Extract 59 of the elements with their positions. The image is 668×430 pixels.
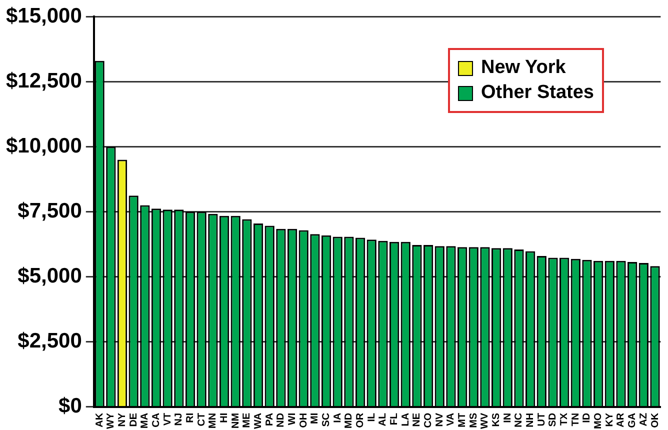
x-tick-label: RI — [185, 412, 196, 423]
x-tick-label: DE — [128, 412, 140, 427]
x-tick-label: IN — [502, 412, 514, 423]
x-tick-label: HI — [219, 412, 230, 423]
x-tick-label: TX — [559, 412, 570, 426]
x-tick-label: CO — [423, 412, 434, 428]
x-tick-label: ME — [242, 412, 253, 428]
x-tick-label: NM — [230, 412, 242, 428]
x-tick-label: NC — [514, 412, 525, 428]
x-tick-label: SD — [548, 412, 559, 427]
x-tick-label: OK — [650, 412, 661, 428]
x-tick-label: NH — [525, 412, 536, 428]
x-tick-label: OH — [298, 412, 310, 428]
x-tick-label: MD — [344, 412, 355, 428]
y-tick-label: $2,500 — [18, 330, 82, 353]
x-tick-label: KS — [491, 412, 502, 427]
x-tick-label: WY — [106, 412, 117, 429]
x-tick-label: FL — [389, 412, 400, 426]
x-tick-label: VT — [162, 412, 174, 426]
x-tick-label: AR — [616, 412, 627, 428]
x-tick-label: WV — [480, 412, 491, 429]
y-tick-label: $10,000 — [6, 134, 82, 158]
x-tick-label: MO — [593, 412, 604, 429]
x-tick-label: NY — [117, 412, 128, 427]
y-tick-label: $7,500 — [18, 200, 82, 223]
x-tick-label: VA — [446, 412, 457, 426]
x-tick-label: GA — [627, 412, 638, 428]
x-tick-label: CA — [151, 412, 162, 428]
x-tick-label: NE — [412, 412, 423, 427]
x-tick-label: IL — [366, 412, 378, 422]
x-tick-label: WA — [253, 412, 264, 429]
x-tick-label: TN — [570, 412, 582, 426]
x-tick-label: MA — [140, 412, 151, 428]
x-tick-label: LA — [400, 412, 412, 426]
x-tick-label: ID — [582, 412, 593, 423]
x-tick-label: UT — [536, 412, 548, 426]
x-tick-label: MI — [310, 412, 321, 424]
x-tick-label: PA — [264, 412, 276, 426]
legend-label: Other States — [481, 82, 594, 104]
x-tick-label: OR — [355, 412, 366, 428]
x-tick-label: AZ — [638, 412, 650, 426]
x-tick-label: NJ — [174, 412, 185, 426]
x-tick-label: KY — [604, 412, 616, 427]
x-tick-label: MT — [457, 412, 468, 428]
y-tick-label: $12,500 — [6, 69, 82, 92]
x-tick-label: ND — [276, 412, 287, 428]
x-tick-label: WI — [287, 412, 298, 426]
legend-label: New York — [481, 57, 566, 79]
x-tick-label: MN — [208, 412, 219, 428]
x-tick-label: SC — [321, 412, 332, 427]
x-tick-label: MS — [468, 412, 480, 428]
x-tick-label: AK — [94, 412, 106, 428]
x-tick-label: IA — [332, 412, 344, 423]
x-tick-label: NV — [434, 412, 446, 427]
x-tick-label: AL — [378, 412, 389, 426]
x-tick-label: CT — [196, 412, 208, 426]
y-tick-label: $15,000 — [6, 4, 82, 28]
y-tick-label: $0 — [58, 394, 82, 418]
y-tick-label: $5,000 — [18, 264, 82, 288]
